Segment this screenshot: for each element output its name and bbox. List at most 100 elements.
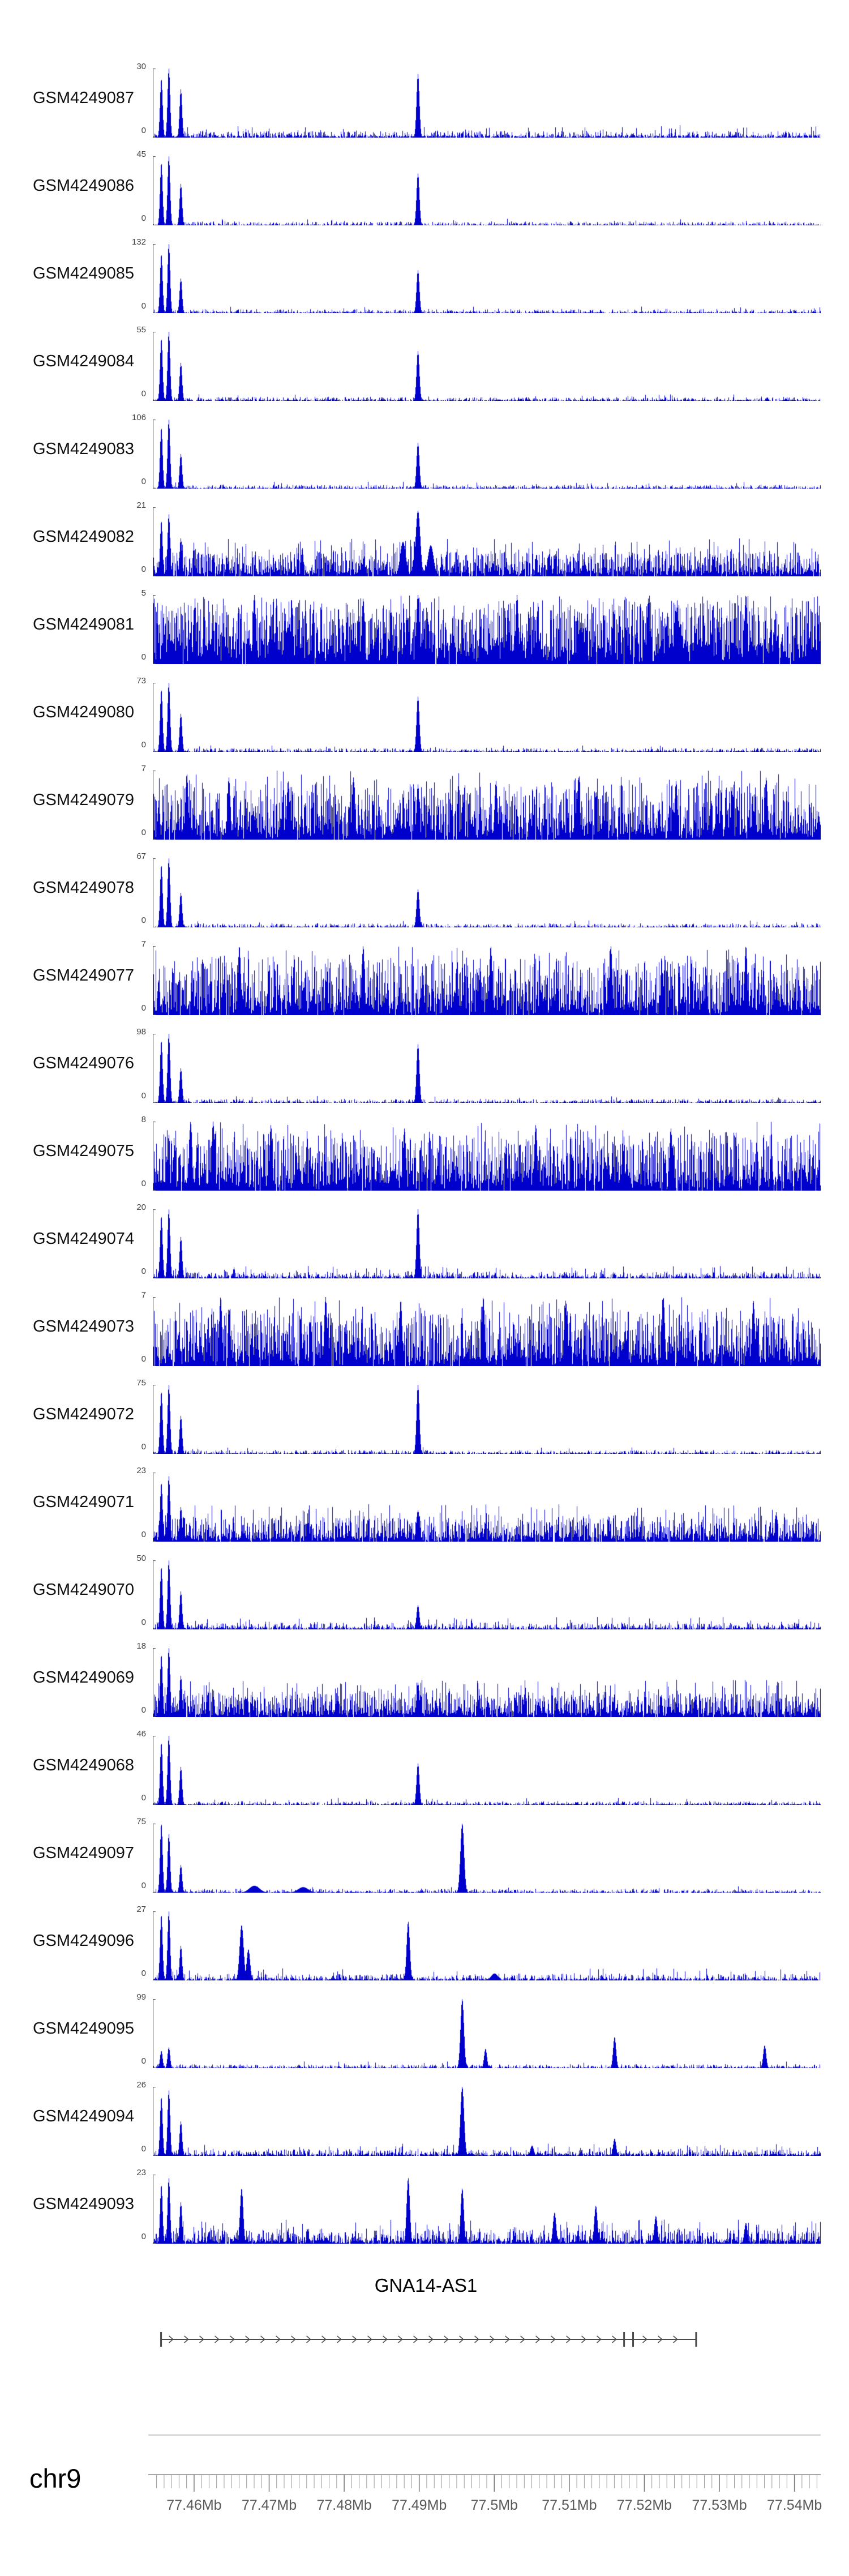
coverage-signal-canvas [153,1911,821,1980]
track-ymax-label: 7 [141,939,146,949]
coverage-track-row: GSM4249097 75 0 [0,1809,849,1897]
track-sample-label: GSM4249073 [33,1317,134,1336]
track-sample-label: GSM4249077 [33,966,134,985]
track-sample-label: GSM4249078 [33,879,134,897]
track-ymax-label: 50 [136,1554,146,1563]
track-ymin-label: 0 [141,828,146,837]
track-ymin-label: 0 [141,126,146,135]
coverage-signal-canvas [153,1560,821,1629]
coverage-signal-canvas [153,1034,821,1103]
track-ymax-label: 21 [136,500,146,510]
track-sample-label: GSM4249076 [33,1054,134,1072]
track-ymin-label: 0 [141,1266,146,1276]
coverage-signal-canvas [153,420,821,489]
coverage-track-row: GSM4249078 67 0 [0,844,849,931]
axis-tick-label: 77.51Mb [542,2497,597,2513]
genome-axis-ruler: 77.46Mb 77.47Mb 77.48Mb 77.49Mb 77.5Mb 77.51M… [148,2474,822,2513]
coverage-signal-canvas [153,858,821,927]
coverage-track-row: GSM4249084 55 0 [0,317,849,405]
coverage-signal-canvas [153,69,821,138]
coverage-signal-canvas [153,1473,821,1542]
coverage-track-row: GSM4249073 7 0 [0,1282,849,1370]
gene-name-label: GNA14-AS1 [374,2275,478,2296]
track-sample-label: GSM4249069 [33,1668,134,1687]
axis-tick-label: 77.47Mb [242,2497,297,2513]
track-ymin-label: 0 [141,1354,146,1364]
coverage-signal-canvas [153,1209,821,1278]
coverage-signal-canvas [153,2175,821,2244]
coverage-track-row: GSM4249086 45 0 [0,142,849,229]
track-sample-label: GSM4249094 [33,2107,134,2125]
track-ymin-label: 0 [141,389,146,399]
coverage-signal-canvas [153,1297,821,1366]
track-sample-label: GSM4249087 [33,89,134,107]
coverage-signal-canvas [153,332,821,401]
axis-tick-label: 77.5Mb [471,2497,518,2513]
track-ymin-label: 0 [141,213,146,223]
track-sample-label: GSM4249074 [33,1230,134,1248]
track-ymax-label: 26 [136,2080,146,2090]
track-ymin-label: 0 [141,1530,146,1539]
track-sample-label: GSM4249085 [33,264,134,283]
axis-tick-label: 77.49Mb [392,2497,447,2513]
track-ymax-label: 27 [136,1905,146,1914]
separator-line [148,2434,821,2436]
track-ymin-label: 0 [141,915,146,925]
track-ymin-label: 0 [141,2056,146,2066]
gene-model [160,2332,697,2347]
axis-tick-label: 77.52Mb [617,2497,672,2513]
track-ymin-label: 0 [141,1442,146,1452]
coverage-track-row: GSM4249070 50 0 [0,1546,849,1633]
coverage-signal-canvas [153,156,821,225]
track-sample-label: GSM4249093 [33,2195,134,2213]
coverage-track-row: GSM4249083 106 0 [0,405,849,493]
track-sample-label: GSM4249071 [33,1493,134,1511]
coverage-track-row: GSM4249069 18 0 [0,1633,849,1721]
coverage-signal-canvas [153,244,821,313]
track-sample-label: GSM4249075 [33,1142,134,1160]
track-sample-label: GSM4249082 [33,528,134,546]
track-sample-label: GSM4249081 [33,615,134,634]
coverage-track-row: GSM4249085 132 0 [0,229,849,317]
track-ymax-label: 23 [136,1466,146,1475]
track-sample-label: GSM4249097 [33,1844,134,1862]
coverage-signal-canvas [153,2087,821,2156]
coverage-track-row: GSM4249079 7 0 [0,756,849,844]
axis-tick-label: 77.54Mb [767,2497,822,2513]
track-ymax-label: 20 [136,1203,146,1212]
track-ymax-label: 75 [136,1378,146,1388]
coverage-track-row: GSM4249095 99 0 [0,1984,849,2072]
track-ymin-label: 0 [141,2232,146,2241]
coverage-track-row: GSM4249096 27 0 [0,1897,849,1984]
track-ymax-label: 99 [136,1992,146,2002]
track-sample-label: GSM4249096 [33,1932,134,1950]
track-ymax-label: 106 [131,413,146,422]
coverage-signal-canvas [153,595,821,664]
track-sample-label: GSM4249068 [33,1756,134,1774]
track-ymax-label: 8 [141,1115,146,1124]
coverage-signal-canvas [153,683,821,752]
coverage-signal-canvas [153,771,821,840]
axis-tick-label: 77.46Mb [166,2497,221,2513]
track-ymax-label: 5 [141,588,146,598]
track-ymin-label: 0 [141,1091,146,1101]
coverage-track-row: GSM4249094 26 0 [0,2072,849,2160]
track-ymax-label: 45 [136,149,146,159]
track-ymax-label: 46 [136,1729,146,1739]
coverage-track-row: GSM4249082 21 0 [0,493,849,580]
coverage-track-row: GSM4249081 5 0 [0,580,849,668]
track-sample-label: GSM4249079 [33,791,134,809]
track-sample-label: GSM4249072 [33,1405,134,1423]
coverage-track-row: GSM4249077 7 0 [0,931,849,1019]
track-ymin-label: 0 [141,564,146,574]
coverage-track-row: GSM4249075 8 0 [0,1107,849,1195]
coverage-signal-canvas [153,1999,821,2068]
track-ymax-label: 98 [136,1027,146,1037]
track-ymax-label: 75 [136,1817,146,1826]
coverage-signal-canvas [153,1122,821,1191]
track-ymax-label: 30 [136,62,146,71]
coverage-signal-canvas [153,1824,821,1893]
track-ymax-label: 7 [141,764,146,773]
track-ymin-label: 0 [141,1969,146,1978]
